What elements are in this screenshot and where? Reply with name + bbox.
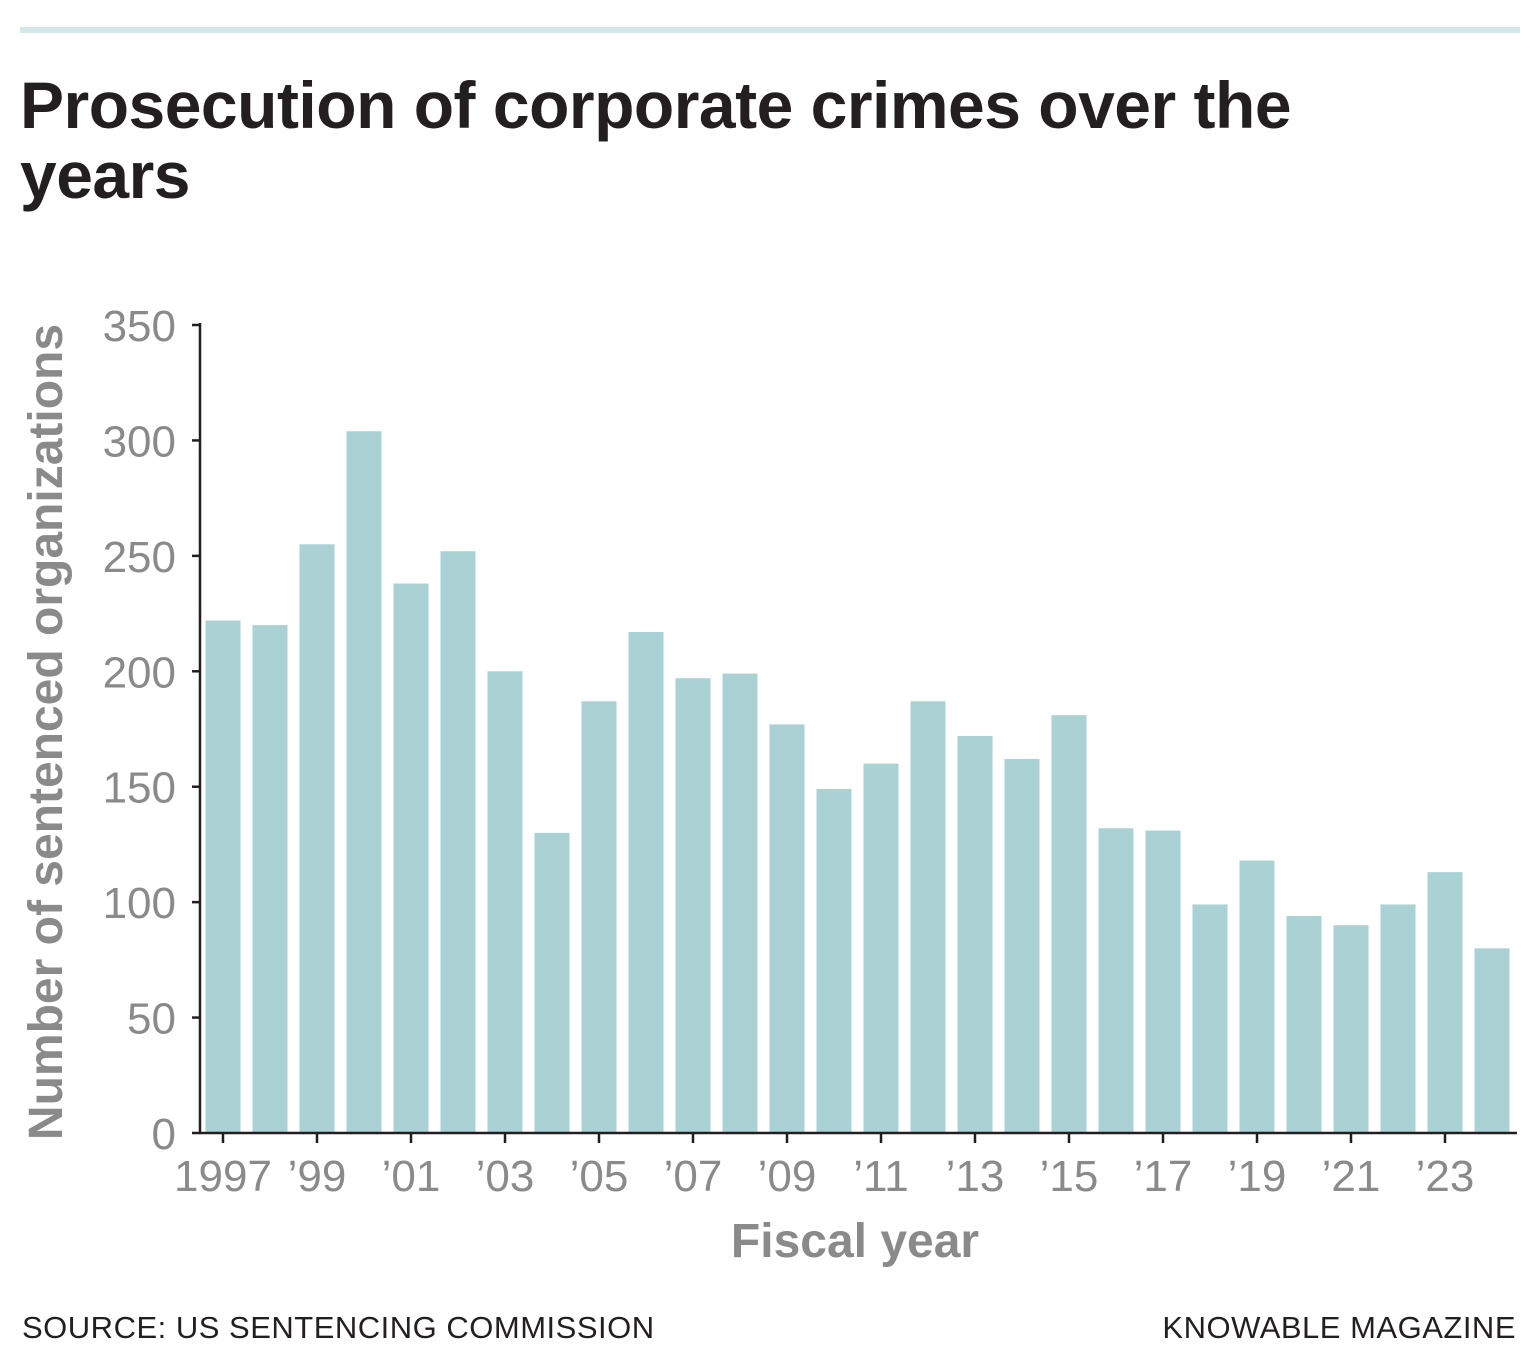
bar-2017 xyxy=(1145,830,1181,1133)
bar-2013 xyxy=(957,735,993,1133)
bar-2007 xyxy=(675,678,711,1133)
x-tick-label: ’05 xyxy=(570,1152,629,1201)
x-tick-label: 1997 xyxy=(174,1152,272,1201)
bar-2009 xyxy=(769,724,805,1133)
bar-1998 xyxy=(252,625,288,1133)
y-tick-label: 100 xyxy=(103,879,176,928)
x-tick-label: ’13 xyxy=(946,1152,1005,1201)
x-tick-label: ’23 xyxy=(1416,1152,1475,1201)
bar-2020 xyxy=(1286,915,1322,1133)
bar-2002 xyxy=(440,551,476,1133)
bar-2001 xyxy=(393,583,429,1133)
bar-1997 xyxy=(205,620,241,1133)
y-tick-label: 350 xyxy=(103,302,176,351)
chart-title: Prosecution of corporate crimes over the… xyxy=(20,68,1292,212)
y-tick-label: 0 xyxy=(152,1110,176,1159)
bar-2004 xyxy=(534,832,570,1133)
y-tick-label: 300 xyxy=(103,417,176,466)
bar-2021 xyxy=(1333,925,1369,1133)
y-tick-label: 200 xyxy=(103,648,176,697)
bar-2005 xyxy=(581,701,617,1133)
bar-2003 xyxy=(487,671,523,1133)
publisher-credit: KNOWABLE MAGAZINE xyxy=(1162,1310,1516,1345)
bar-2024 xyxy=(1474,948,1510,1133)
x-tick-label: ’07 xyxy=(664,1152,723,1201)
y-tick-label: 50 xyxy=(127,995,176,1044)
x-tick-label: ’17 xyxy=(1134,1152,1193,1201)
bar-2019 xyxy=(1239,860,1275,1133)
x-tick-label: ’99 xyxy=(288,1152,347,1201)
bar-2010 xyxy=(816,789,852,1133)
bar-2006 xyxy=(628,632,664,1133)
bar-2018 xyxy=(1192,904,1228,1133)
x-tick-label: ’01 xyxy=(382,1152,441,1201)
bar-2014 xyxy=(1004,759,1040,1133)
x-tick-label: ’19 xyxy=(1228,1152,1287,1201)
x-axis-label: Fiscal year xyxy=(731,1215,979,1268)
x-tick-label: ’03 xyxy=(476,1152,535,1201)
bar-2011 xyxy=(863,763,899,1133)
y-axis-label: Number of sentenced organizations xyxy=(20,324,73,1140)
bar-2015 xyxy=(1051,715,1087,1133)
bar-2023 xyxy=(1427,872,1463,1133)
bar-2012 xyxy=(910,701,946,1133)
y-tick-label: 250 xyxy=(103,533,176,582)
bar-2008 xyxy=(722,673,758,1133)
x-tick-label: ’15 xyxy=(1040,1152,1099,1201)
top-accent-bar xyxy=(20,27,1520,33)
bar-2022 xyxy=(1380,904,1416,1133)
bar-2016 xyxy=(1098,828,1134,1133)
y-tick-label: 150 xyxy=(103,764,176,813)
source-note: SOURCE: US SENTENCING COMMISSION xyxy=(22,1310,655,1345)
bar-1999 xyxy=(299,544,335,1133)
x-tick-label: ’09 xyxy=(758,1152,817,1201)
x-tick-label: ’21 xyxy=(1322,1152,1381,1201)
x-tick-label: ’11 xyxy=(853,1152,908,1201)
bar-2000 xyxy=(346,431,382,1133)
